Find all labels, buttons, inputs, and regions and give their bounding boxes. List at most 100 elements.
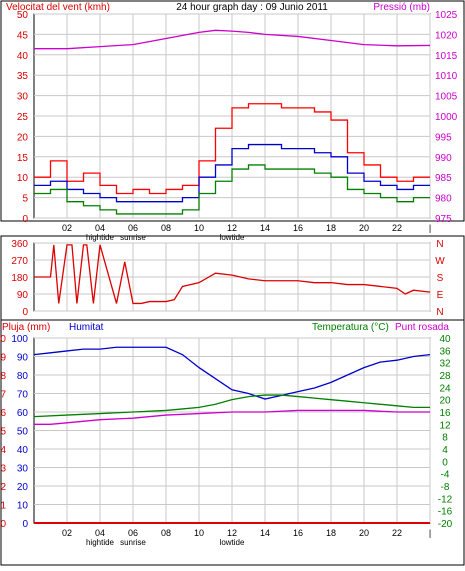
pressure-tick-985: 985 [435,173,452,184]
wind-speed-axis-title: Velocitat del vent (kmh) [6,2,110,13]
pressure-tick-990: 990 [435,153,452,164]
wind-tick-20: 20 [17,132,29,143]
x-tick-top-10: 22 [392,223,402,233]
wind-tick-10: 10 [17,173,29,184]
temperature-tick-32: 32 [439,359,451,370]
rain-tick-6: 6 [0,408,6,419]
temperature-tick-12: 12 [439,420,451,431]
humidity-tick-70: 70 [17,390,29,401]
x-tick-top-0: 02 [62,223,72,233]
pressure-tick-975: 975 [435,214,452,225]
direction-letter-1: W [435,256,445,267]
humidity-tick-90: 90 [17,353,29,364]
x-tick-bottom-5: 12 [227,528,237,538]
rain-tick-5: 5 [0,427,6,438]
temperature-tick-36: 36 [439,346,451,357]
x-tick-bottom-6: 14 [260,528,270,538]
rain-tick-2: 2 [0,482,6,493]
direction-tick-360: 360 [11,239,28,250]
series-pressure [34,29,431,50]
rain-tick-10: 10 [0,334,6,345]
wind-tick-5: 5 [22,194,28,205]
series-gust [34,103,430,195]
pressure-tick-1020: 1020 [435,30,458,41]
x-tick-bottom-8: 18 [326,528,336,538]
pressure-tick-1000: 1000 [435,112,458,123]
humidity-tick-60: 60 [17,408,29,419]
direction-tick-0: 0 [22,307,28,318]
direction-letter-2: S [437,273,444,284]
x-tick-top-11: | [429,223,431,233]
temperature-tick-8: 8 [442,433,448,444]
direction-letter-3: E [437,290,444,301]
temperature-tick--8: -8 [441,482,450,493]
rain-axis-title: Pluja (mm) [2,322,50,333]
bottom-panel-border [0,319,465,566]
temperature-tick-24: 24 [439,383,451,394]
series-humidity [33,346,431,400]
x-tick-bottom-1: 04 [95,528,105,538]
x-tick-top-3: 08 [161,223,171,233]
temperature-tick-28: 28 [439,371,451,382]
wind-tick-0: 0 [22,214,28,225]
series-layer [33,29,431,524]
pressure-tick-1005: 1005 [435,92,458,103]
pressure-tick-1010: 1010 [435,71,458,82]
temperature-tick-16: 16 [439,408,451,419]
rain-tick-3: 3 [0,464,6,475]
humidity-tick-100: 100 [11,334,28,345]
rain-tick-7: 7 [0,390,6,401]
sunrise-label-bottom: sunrise [120,538,146,547]
direction-tick-180: 180 [11,273,28,284]
x-tick-bottom-9: 20 [359,528,369,538]
rain-tick-8: 8 [0,371,6,382]
dewpoint-axis-title: Punt rosada [395,322,449,333]
humidity-tick-40: 40 [17,445,29,456]
direction-letter-4: N [436,307,443,318]
pressure-axis-title: Pressió (mb) [373,2,430,13]
x-tick-top-2: 06 [128,223,138,233]
humidity-tick-30: 30 [17,464,29,475]
humidity-tick-20: 20 [17,482,29,493]
hightide-label-bottom: hightide [86,538,115,547]
rain-tick-0: 0 [0,519,6,530]
wind-tick-35: 35 [17,71,29,82]
top-panel-border [0,0,465,222]
humidity-tick-50: 50 [17,427,29,438]
axis-labels: 0510152025303540455097598098599099510001… [0,10,458,547]
temperature-tick-4: 4 [442,445,448,456]
series-temperature [33,394,430,418]
rain-tick-1: 1 [0,501,6,512]
temperature-tick--4: -4 [441,470,450,481]
x-tick-bottom-3: 08 [161,528,171,538]
wind-tick-45: 45 [17,30,29,41]
wind-tick-50: 50 [17,10,29,21]
temperature-tick-0: 0 [442,457,448,468]
temperature-tick-20: 20 [439,396,451,407]
x-tick-bottom-0: 02 [62,528,72,538]
x-tick-top-4: 10 [194,223,204,233]
x-tick-top-1: 04 [95,223,105,233]
lowtide-label-bottom: lowtide [220,538,245,547]
wind-tick-15: 15 [17,153,29,164]
direction-letter-0: N [436,239,443,250]
x-tick-top-9: 20 [359,223,369,233]
x-tick-bottom-10: 22 [392,528,402,538]
series-avg [34,143,430,203]
series-low [34,164,430,215]
humidity-tick-10: 10 [17,501,29,512]
humidity-tick-0: 0 [22,519,28,530]
x-tick-bottom-7: 16 [293,528,303,538]
direction-tick-270: 270 [11,256,28,267]
x-tick-top-7: 16 [293,223,303,233]
wind-tick-40: 40 [17,51,29,62]
wind-tick-30: 30 [17,92,29,103]
x-tick-top-5: 12 [227,223,237,233]
series-dewpoint [34,409,430,425]
x-tick-bottom-4: 10 [194,528,204,538]
pressure-tick-980: 980 [435,194,452,205]
direction-tick-90: 90 [17,290,29,301]
pressure-tick-1015: 1015 [435,51,458,62]
temperature-tick--16: -16 [438,507,453,518]
